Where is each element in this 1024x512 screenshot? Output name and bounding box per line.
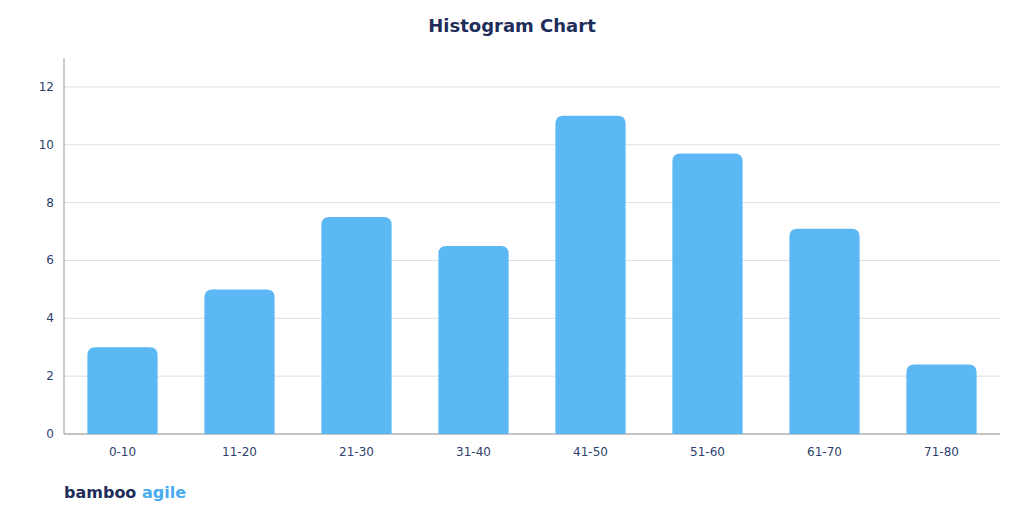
x-tick-label: 0-10 — [109, 445, 136, 459]
bar — [87, 347, 157, 434]
page: {"chart_data": {"type": "bar", "title": … — [0, 0, 1024, 512]
y-tick-label: 0 — [46, 427, 54, 441]
chart-svg: Histogram Chart 0 2 4 6 8 10 12 0-10 11-20 21-30 31… — [0, 0, 1024, 512]
x-tick-label: 21-30 — [339, 445, 374, 459]
bar — [672, 153, 742, 434]
y-tick-label: 2 — [46, 369, 54, 383]
x-tick-label: 51-60 — [690, 445, 725, 459]
bars — [87, 116, 976, 434]
annotation: agile — [142, 483, 186, 502]
x-tick-label: 31-40 — [456, 445, 491, 459]
y-tick-label: 8 — [46, 196, 54, 210]
chart-title: Histogram Chart — [428, 15, 596, 36]
bar — [204, 289, 274, 434]
bar — [555, 116, 625, 434]
y-tick-label: 12 — [39, 80, 54, 94]
x-tick-label: 71-80 — [924, 445, 959, 459]
grid-line — [64, 86, 1000, 87]
x-tick-label: 41-50 — [573, 445, 608, 459]
bar — [438, 246, 508, 434]
brand-text: bamboo agile — [64, 483, 186, 502]
y-grid — [64, 87, 1000, 434]
bar — [906, 365, 976, 434]
y-tick-label: 10 — [39, 138, 54, 152]
y-axis-line — [64, 58, 65, 434]
annotation: bamboo — [64, 483, 142, 502]
y-tick-label: 6 — [46, 253, 54, 267]
chart-container: Histogram Chart 0 2 4 6 8 10 12 0-10 11-20 21-30 31… — [0, 0, 1024, 512]
grid-line — [64, 202, 1000, 203]
grid-line — [64, 144, 1000, 145]
y-tick-label: 4 — [46, 311, 54, 325]
x-tick-label: 11-20 — [222, 445, 257, 459]
bar — [789, 229, 859, 434]
x-tick-label: 61-70 — [807, 445, 842, 459]
bar — [321, 217, 391, 434]
